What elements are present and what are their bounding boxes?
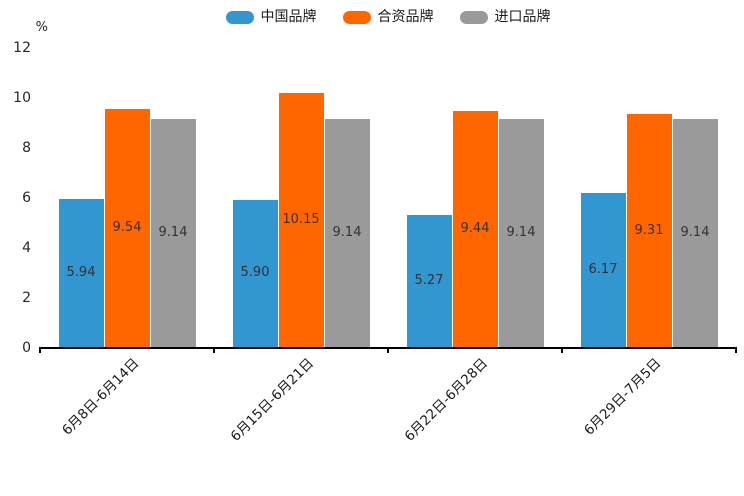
legend-label: 合资品牌 (377, 9, 434, 25)
y-axis-unit-label: % (35, 20, 48, 35)
bar-进口品牌-6月8日-6月14日 (150, 118, 196, 347)
bar-value-label: 5.94 (66, 264, 96, 280)
bar-value-label: 9.54 (112, 219, 142, 235)
legend-item-合资品牌[interactable]: 合资品牌 (342, 9, 434, 25)
bar-进口品牌-6月15日-6月21日 (324, 118, 370, 347)
x-axis-tick (213, 349, 215, 353)
bar-value-label: 6.17 (588, 261, 618, 277)
legend-swatch (342, 10, 371, 24)
bar-中国品牌-6月29日-7月5日 (580, 192, 626, 347)
legend-swatch (459, 10, 488, 24)
x-axis-tick (561, 349, 563, 353)
x-axis-category-label: 6月22日-6月28日 (401, 355, 491, 445)
y-axis-tick-label: 4 (22, 240, 31, 256)
bar-进口品牌-6月29日-7月5日 (672, 118, 718, 347)
bar-value-label: 9.44 (460, 221, 490, 236)
x-axis-category-label: 6月29日-7月5日 (581, 355, 665, 439)
bar-合资品牌-6月22日-6月28日 (452, 111, 498, 347)
x-axis-tick (39, 349, 41, 353)
bar-value-label: 5.90 (240, 265, 270, 281)
legend-label: 进口品牌 (494, 9, 551, 25)
bar-value-label: 9.14 (506, 224, 536, 240)
bar-合资品牌-6月8日-6月14日 (104, 108, 150, 347)
bar-中国品牌-6月8日-6月14日 (58, 198, 104, 347)
bar-value-label: 5.27 (414, 273, 444, 289)
bar-中国品牌-6月22日-6月28日 (406, 215, 452, 347)
bar-value-label: 9.14 (680, 224, 710, 240)
chart-legend: 中国品牌 合资品牌 进口品牌 (40, 9, 736, 25)
bar-value-label: 9.31 (634, 222, 664, 238)
bar-value-label: 10.15 (282, 212, 320, 228)
legend-item-中国品牌[interactable]: 中国品牌 (225, 9, 317, 25)
x-axis-category-label: 6月8日-6月14日 (59, 355, 143, 439)
y-axis-tick-label: 0 (22, 340, 31, 356)
y-axis-tick-label: 8 (22, 140, 31, 156)
bar-合资品牌-6月29日-7月5日 (626, 114, 672, 347)
bar-中国品牌-6月15日-6月21日 (232, 199, 278, 347)
y-axis-tick-label: 2 (22, 290, 31, 306)
legend-item-进口品牌[interactable]: 进口品牌 (459, 9, 551, 25)
legend-swatch (225, 10, 254, 24)
bar-value-label: 9.14 (158, 224, 188, 240)
bar-进口品牌-6月22日-6月28日 (498, 118, 544, 347)
y-axis-tick-label: 6 (22, 190, 31, 206)
x-axis-tick (735, 349, 737, 353)
bar-合资品牌-6月15日-6月21日 (278, 93, 324, 347)
x-axis-category-label: 6月15日-6月21日 (227, 355, 317, 445)
legend-label: 中国品牌 (260, 9, 317, 25)
y-axis-tick-label: 10 (13, 90, 31, 106)
x-axis-line (39, 347, 737, 349)
x-axis-tick (387, 349, 389, 353)
y-axis-tick-label: 12 (13, 40, 31, 56)
bar-value-label: 9.14 (332, 224, 362, 240)
